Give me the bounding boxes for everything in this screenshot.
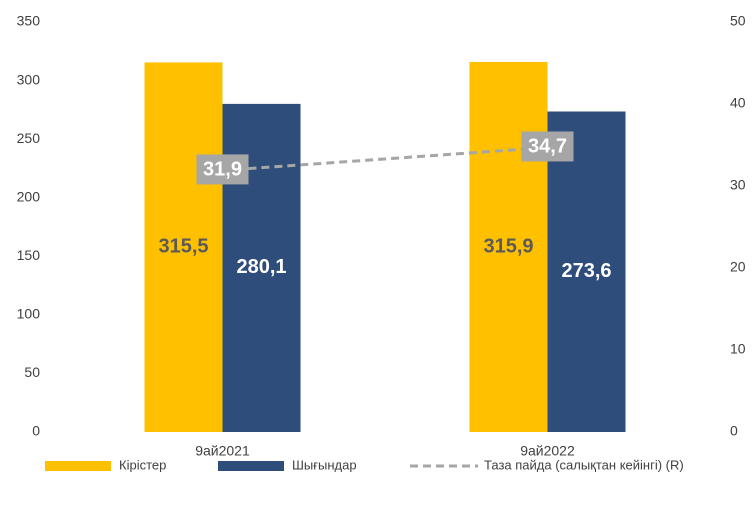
y-tick-label: 350 (17, 13, 41, 29)
bar-label: 315,5 (158, 235, 208, 257)
bar (547, 111, 626, 433)
y2-tick-label: 50 (730, 13, 746, 29)
y2-tick-label: 40 (730, 95, 746, 111)
y-tick-label: 50 (24, 364, 40, 380)
bar-label: 273,6 (561, 260, 611, 282)
legend-label: Кірістер (119, 457, 166, 472)
y-tick-label: 0 (32, 423, 40, 439)
x-tick-label: 9ай2021 (195, 443, 250, 459)
bar (144, 62, 223, 433)
y2-tick-label: 30 (730, 177, 746, 193)
line-label: 34,7 (528, 136, 567, 158)
bar (469, 61, 548, 433)
line-label-box (196, 154, 249, 185)
y-tick-label: 300 (17, 71, 41, 87)
legend-label: Шығындар (292, 457, 357, 472)
y2-tick-label: 10 (730, 341, 746, 357)
y-tick-label: 200 (17, 188, 41, 204)
line (222, 145, 548, 172)
bar-label: 280,1 (236, 256, 286, 278)
legend-label: Таза пайда (салықтан кейінгі) (R) (484, 457, 684, 472)
y-tick-label: 100 (17, 306, 41, 322)
line-label: 31,9 (203, 159, 242, 181)
line-label-box (521, 131, 574, 162)
bar-label: 315,9 (483, 235, 533, 257)
y-tick-label: 250 (17, 130, 41, 146)
y2-tick-label: 0 (730, 423, 738, 439)
y-tick-label: 150 (17, 247, 41, 263)
legend-swatch (45, 461, 111, 471)
legend-swatch (218, 461, 284, 471)
y2-tick-label: 20 (730, 259, 746, 275)
x-tick-label: 9ай2022 (520, 443, 575, 459)
